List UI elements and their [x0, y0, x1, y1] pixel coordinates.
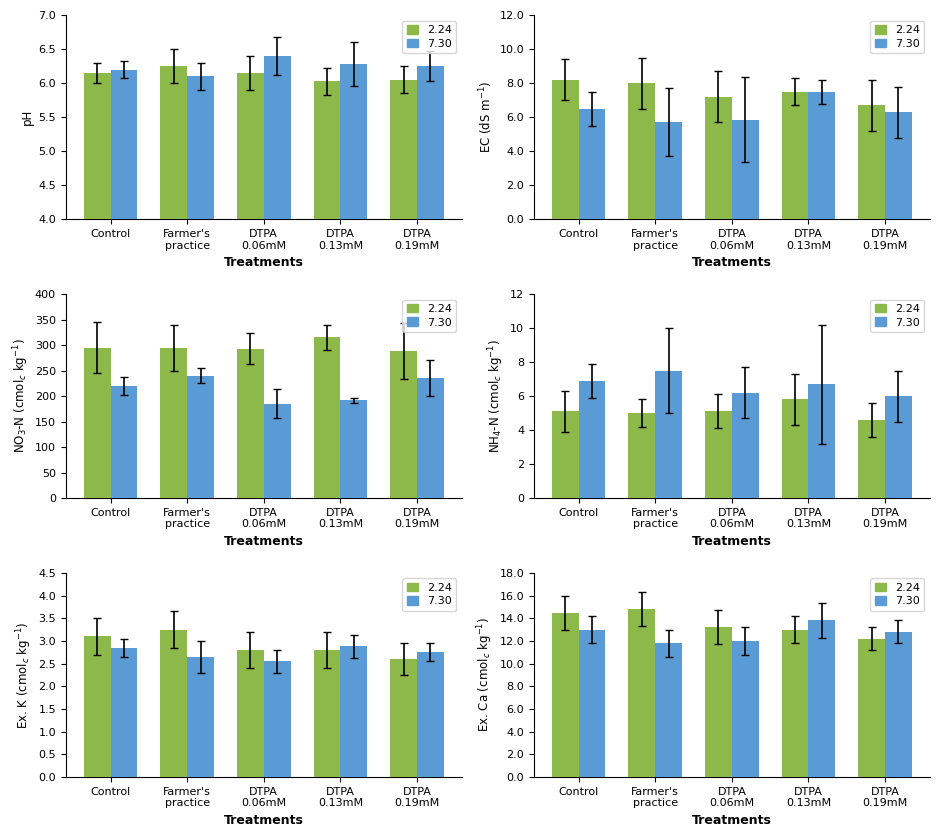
Bar [655, 370, 682, 498]
Bar [858, 106, 885, 220]
Legend: 2.24, 7.30: 2.24, 7.30 [870, 578, 924, 611]
Bar [655, 122, 682, 220]
Bar [313, 650, 341, 777]
X-axis label: Treatments: Treatments [692, 535, 772, 548]
Bar [263, 661, 291, 777]
X-axis label: Treatments: Treatments [224, 256, 304, 269]
Bar [160, 348, 187, 498]
Bar [705, 628, 732, 777]
Bar [160, 629, 187, 777]
Y-axis label: EC (dS m$^{-1}$): EC (dS m$^{-1}$) [478, 81, 495, 153]
Bar [341, 646, 367, 777]
Bar [629, 413, 655, 498]
Bar [579, 380, 605, 498]
Bar [782, 91, 808, 220]
Bar [808, 384, 836, 498]
Bar [110, 648, 137, 777]
Bar [110, 385, 137, 498]
Bar [732, 393, 758, 498]
X-axis label: Treatments: Treatments [692, 814, 772, 827]
Legend: 2.24, 7.30: 2.24, 7.30 [403, 299, 456, 332]
Bar [579, 629, 605, 777]
Legend: 2.24, 7.30: 2.24, 7.30 [403, 21, 456, 53]
Bar [655, 644, 682, 777]
Bar [84, 348, 110, 498]
Bar [629, 83, 655, 220]
Bar [110, 70, 137, 491]
Bar [417, 378, 444, 498]
Bar [551, 411, 579, 498]
Bar [417, 652, 444, 777]
Bar [237, 73, 263, 491]
Bar [629, 609, 655, 777]
Bar [858, 639, 885, 777]
Legend: 2.24, 7.30: 2.24, 7.30 [870, 299, 924, 332]
Bar [551, 80, 579, 220]
Bar [732, 641, 758, 777]
Bar [885, 396, 912, 498]
Bar [782, 400, 808, 498]
Bar [84, 73, 110, 491]
Bar [808, 620, 836, 777]
Bar [313, 338, 341, 498]
Bar [885, 632, 912, 777]
Bar [84, 636, 110, 777]
Y-axis label: Ex. Ca (cmol$_c$ kg$^{-1}$): Ex. Ca (cmol$_c$ kg$^{-1}$) [475, 618, 495, 732]
Bar [263, 404, 291, 498]
Bar [160, 66, 187, 491]
Bar [187, 76, 214, 491]
Y-axis label: pH: pH [21, 109, 34, 126]
Bar [237, 349, 263, 498]
X-axis label: Treatments: Treatments [692, 256, 772, 269]
Y-axis label: Ex. K (cmol$_c$ kg$^{-1}$): Ex. K (cmol$_c$ kg$^{-1}$) [14, 621, 34, 729]
Bar [341, 400, 367, 498]
Bar [237, 650, 263, 777]
Bar [391, 659, 417, 777]
Bar [341, 65, 367, 491]
Bar [885, 112, 912, 220]
Bar [705, 411, 732, 498]
Bar [551, 613, 579, 777]
Bar [858, 420, 885, 498]
Bar [391, 351, 417, 498]
Bar [187, 375, 214, 498]
Bar [263, 56, 291, 491]
Bar [313, 81, 341, 491]
Bar [579, 109, 605, 220]
Bar [808, 91, 836, 220]
Bar [705, 96, 732, 220]
Bar [391, 80, 417, 491]
Bar [187, 657, 214, 777]
X-axis label: Treatments: Treatments [224, 814, 304, 827]
Legend: 2.24, 7.30: 2.24, 7.30 [403, 578, 456, 611]
Bar [417, 66, 444, 491]
X-axis label: Treatments: Treatments [224, 535, 304, 548]
Legend: 2.24, 7.30: 2.24, 7.30 [870, 21, 924, 53]
Bar [732, 120, 758, 220]
Bar [782, 629, 808, 777]
Y-axis label: NH$_4$-N (cmol$_c$ kg$^{-1}$): NH$_4$-N (cmol$_c$ kg$^{-1}$) [486, 339, 506, 453]
Y-axis label: NO$_3$-N (cmol$_c$ kg$^{-1}$): NO$_3$-N (cmol$_c$ kg$^{-1}$) [11, 339, 31, 453]
